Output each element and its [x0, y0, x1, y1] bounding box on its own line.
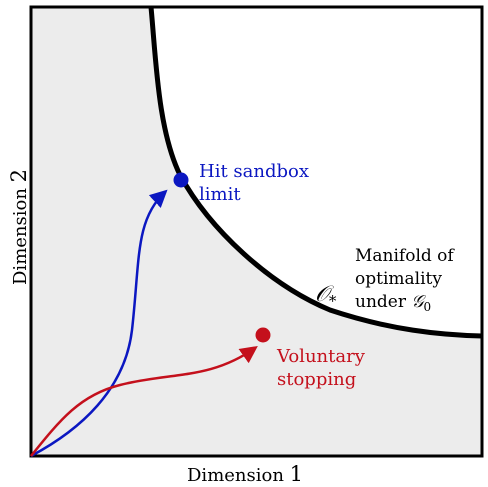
manifold-symbol-subscript: * — [329, 292, 337, 310]
hit-sandbox-label-line2: limit — [199, 184, 241, 205]
y-axis-label: Dimension 2 — [7, 169, 31, 285]
manifold-label-line1: Manifold of — [355, 246, 455, 266]
red-trajectory — [30, 345, 258, 457]
plot-frame — [29, 5, 484, 458]
voluntary-stopping-label: Voluntary — [276, 346, 366, 367]
manifold-label-line3: under 𝒢0 — [355, 292, 431, 314]
feasible-region — [31, 7, 482, 456]
hit-sandbox-label: Hit sandbox — [199, 161, 309, 182]
x-axis-label: Dimension 1 — [187, 462, 303, 486]
manifold-label-line2: optimality — [355, 269, 442, 289]
manifold-curve — [148, 6, 483, 339]
voluntary-stopping-point — [255, 327, 271, 343]
manifold-group-symbol: 𝒢 — [411, 292, 426, 312]
hit-sandbox-point — [173, 172, 189, 188]
blue-trajectory — [30, 189, 168, 458]
voluntary-stopping-label-line2: stopping — [277, 369, 356, 390]
manifold-symbol: 𝒪* — [315, 282, 337, 310]
manifold-group-subscript: 0 — [423, 300, 431, 314]
